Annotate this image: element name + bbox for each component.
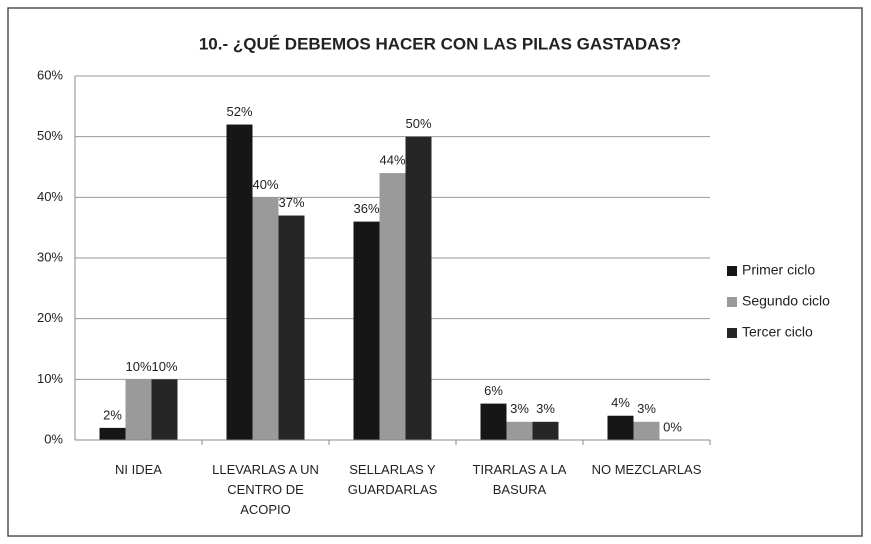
data-label: 10% bbox=[151, 359, 177, 374]
y-tick-label: 40% bbox=[37, 189, 63, 204]
x-tick-label: NI IDEA bbox=[115, 462, 162, 477]
bar bbox=[252, 197, 279, 440]
legend-label: Tercer ciclo bbox=[742, 324, 813, 340]
legend-swatch bbox=[727, 297, 737, 307]
legend-label: Primer ciclo bbox=[742, 262, 815, 278]
chart-border bbox=[7, 7, 863, 537]
data-label: 36% bbox=[353, 201, 379, 216]
data-label: 37% bbox=[278, 195, 304, 210]
bar bbox=[226, 124, 253, 441]
y-tick-label: 60% bbox=[37, 67, 63, 82]
y-tick-label: 50% bbox=[37, 128, 63, 143]
data-label: 3% bbox=[536, 401, 555, 416]
bar bbox=[125, 379, 152, 440]
y-tick-label: 20% bbox=[37, 310, 63, 325]
bar bbox=[532, 421, 559, 440]
data-label: 10% bbox=[125, 359, 151, 374]
data-label: 3% bbox=[510, 401, 529, 416]
bar bbox=[278, 215, 305, 440]
x-tick-label: NO MEZCLARLAS bbox=[591, 462, 702, 477]
data-label: 6% bbox=[484, 383, 503, 398]
data-label: 0% bbox=[663, 419, 682, 434]
data-label: 3% bbox=[637, 401, 656, 416]
data-label: 2% bbox=[103, 407, 122, 422]
y-tick-label: 0% bbox=[44, 431, 63, 446]
bar bbox=[353, 221, 380, 440]
legend-swatch bbox=[727, 328, 737, 338]
x-tick-label: SELLARLAS Y GUARDARLAS bbox=[347, 462, 438, 497]
data-label: 44% bbox=[379, 153, 405, 168]
y-tick-label: 30% bbox=[37, 249, 63, 264]
x-tick-label: LLEVARLAS A UN CENTRO DE ACOPIO bbox=[212, 462, 319, 517]
bar bbox=[99, 427, 126, 440]
legend-swatch bbox=[727, 266, 737, 276]
bar bbox=[480, 403, 507, 440]
bar bbox=[405, 136, 432, 440]
bar bbox=[379, 173, 406, 441]
data-label: 50% bbox=[405, 116, 431, 131]
bar bbox=[633, 421, 660, 440]
bar bbox=[506, 421, 533, 440]
data-label: 40% bbox=[252, 177, 278, 192]
data-label: 4% bbox=[611, 395, 630, 410]
bar bbox=[607, 415, 634, 440]
legend-label: Segundo ciclo bbox=[742, 293, 830, 309]
data-label: 52% bbox=[226, 104, 252, 119]
x-tick-label: TIRARLAS A LA BASURA bbox=[472, 462, 567, 497]
bar bbox=[151, 379, 178, 440]
y-tick-label: 10% bbox=[37, 371, 63, 386]
chart-title: 10.- ¿QUÉ DEBEMOS HACER CON LAS PILAS GA… bbox=[199, 34, 681, 53]
